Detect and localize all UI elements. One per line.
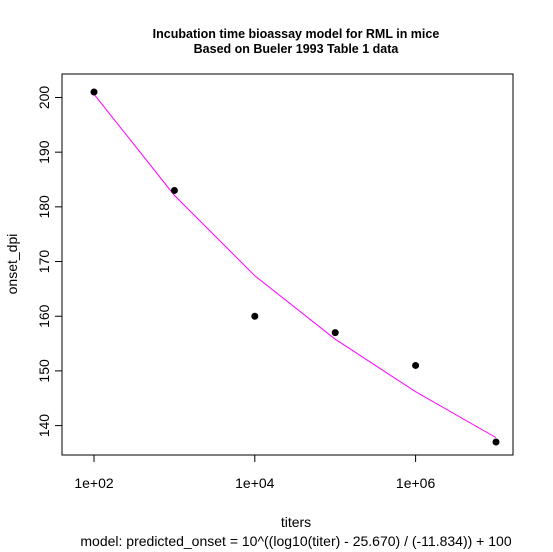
y-tick-label: 160 — [36, 304, 52, 328]
x-axis-label: titers — [281, 514, 311, 530]
model-curve — [93, 93, 497, 439]
x-axis: 1e+02 1e+04 1e+06 — [74, 454, 436, 491]
y-tick-label: 150 — [36, 359, 52, 383]
chart-title: Incubation time bioassay model for RML i… — [153, 27, 440, 41]
plot-box — [61, 73, 514, 456]
data-point — [331, 329, 339, 337]
y-axis: 140 150 160 170 180 190 200 — [36, 86, 63, 438]
data-point — [412, 361, 420, 369]
y-tick-label: 190 — [36, 140, 52, 164]
data-points — [90, 88, 500, 446]
y-tick-label: 200 — [36, 86, 52, 110]
data-point — [492, 438, 500, 446]
data-point — [90, 88, 98, 96]
y-axis-label: onset_dpi — [4, 234, 20, 295]
data-point — [251, 312, 259, 320]
x-tick-label: 1e+06 — [396, 475, 436, 491]
data-point — [170, 186, 178, 194]
y-tick-label: 140 — [36, 414, 52, 438]
model-footer: model: predicted_onset = 10^((log10(tite… — [80, 533, 511, 549]
y-tick-label: 170 — [36, 250, 52, 274]
x-tick-label: 1e+02 — [74, 475, 114, 491]
chart-subtitle: Based on Bueler 1993 Table 1 data — [194, 42, 400, 56]
x-tick-label: 1e+04 — [235, 475, 275, 491]
y-tick-label: 180 — [36, 195, 52, 219]
